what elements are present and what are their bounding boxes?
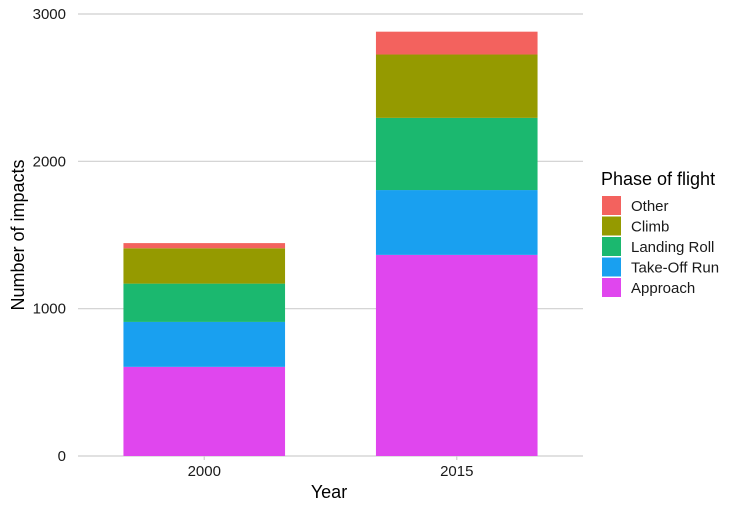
bars (123, 31, 538, 456)
legend-swatch-approach (602, 278, 621, 297)
x-axis-title: Year (311, 482, 347, 502)
bar-segment-approach-2000 (123, 366, 286, 456)
legend-label-approach: Approach (631, 280, 695, 297)
legend-swatch-other (602, 196, 621, 215)
legend-label-take-off-run: Take-Off Run (631, 260, 719, 277)
y-tick-label: 2000 (33, 153, 66, 170)
legend-swatch-take-off-run (602, 257, 621, 277)
legend-label-climb: Climb (631, 219, 669, 236)
bar-segment-landing-roll-2000 (123, 283, 286, 322)
legend-swatch-landing-roll (602, 237, 621, 256)
bar-segment-approach-2015 (375, 254, 538, 456)
y-tick-label: 3000 (33, 6, 66, 23)
bar-segment-other-2015 (375, 31, 538, 55)
legend-label-other: Other (631, 198, 669, 215)
bar-segment-climb-2015 (375, 54, 538, 118)
bar-segment-landing-roll-2015 (375, 117, 538, 191)
bar-segment-climb-2000 (123, 248, 286, 284)
legend-swatch-climb (602, 216, 621, 236)
y-tick-label: 1000 (33, 301, 66, 318)
legend-label-landing-roll: Landing Roll (631, 239, 714, 256)
y-tick-label: 0 (58, 448, 66, 465)
y-axis-title: Number of impacts (8, 159, 28, 310)
bar-segment-take-off-run-2015 (375, 190, 538, 255)
axes: Number of impacts Year 0 1000 2000 3000 2000… (8, 6, 473, 502)
bar-segment-take-off-run-2000 (123, 321, 286, 367)
x-tick-label: 2015 (440, 463, 473, 480)
bar-segment-other-2000 (123, 243, 286, 249)
legend: Phase of flight Other Climb Landing Roll Ta… (601, 169, 719, 297)
x-tick-label: 2000 (188, 463, 221, 480)
legend-title: Phase of flight (601, 169, 715, 189)
